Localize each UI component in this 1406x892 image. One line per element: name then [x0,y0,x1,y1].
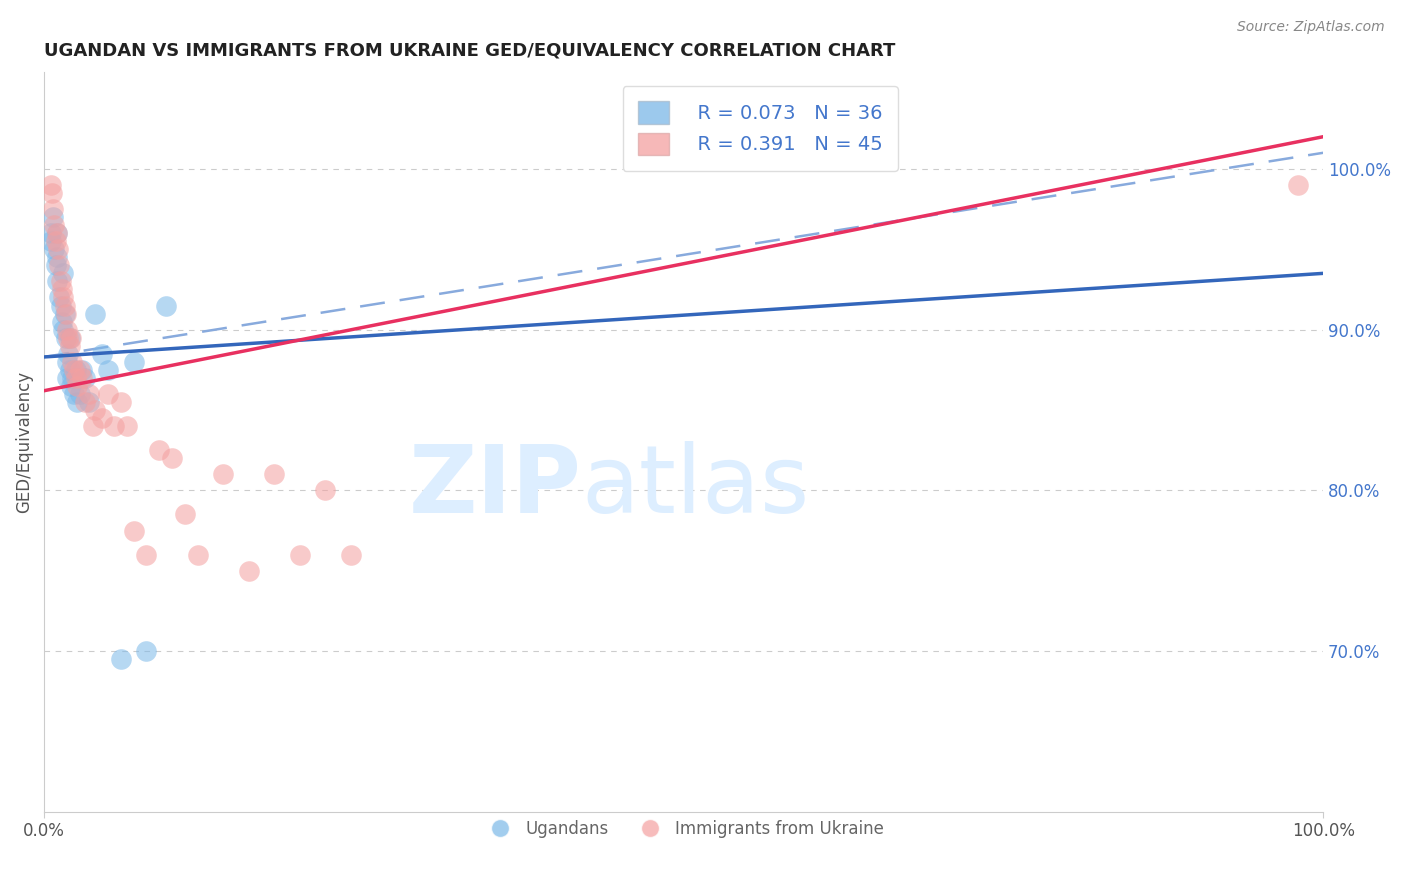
Text: UGANDAN VS IMMIGRANTS FROM UKRAINE GED/EQUIVALENCY CORRELATION CHART: UGANDAN VS IMMIGRANTS FROM UKRAINE GED/E… [44,42,896,60]
Point [49,299,72,313]
Point [55,307,77,321]
Point [66,395,89,409]
Point [60,355,83,369]
Point [53,307,76,321]
Point [110,395,132,409]
Point [263,467,285,482]
Point [77,387,100,401]
Point [51,315,73,329]
Point [90,411,112,425]
Point [48,290,70,304]
Point [97,387,120,401]
Text: ZIP: ZIP [408,441,581,533]
Point [173,508,195,522]
Point [56,323,79,337]
Point [44,242,66,256]
Point [52,290,75,304]
Point [48,258,70,272]
Point [59,331,82,345]
Point [110,652,132,666]
Point [45,258,67,272]
Point [45,234,67,248]
Point [187,548,209,562]
Point [39,234,62,248]
Point [73,395,96,409]
Point [340,548,363,562]
Point [58,331,80,345]
Point [45,274,67,288]
Point [45,226,67,240]
Point [56,355,79,369]
Point [39,178,62,192]
Point [77,395,100,409]
Point [155,299,177,313]
Point [44,218,66,232]
Point [55,331,77,345]
Point [52,266,75,280]
Point [103,419,125,434]
Point [53,299,76,313]
Point [72,363,94,377]
Point [39,226,62,240]
Point [288,548,311,562]
Point [1286,178,1309,192]
Text: atlas: atlas [581,441,810,533]
Point [65,363,87,377]
Point [42,210,65,224]
Point [58,347,80,361]
Point [51,282,73,296]
Point [45,250,67,264]
Point [212,467,235,482]
Point [69,363,91,377]
Point [122,524,145,538]
Point [42,202,65,216]
Point [84,307,107,321]
Point [73,371,96,385]
Point [117,419,139,434]
Point [84,403,107,417]
Legend: Ugandans, Immigrants from Ukraine: Ugandans, Immigrants from Ukraine [477,813,890,844]
Point [65,371,87,385]
Point [72,371,94,385]
Text: Source: ZipAtlas.com: Source: ZipAtlas.com [1237,20,1385,34]
Point [69,387,91,401]
Point [56,371,79,385]
Point [62,363,84,377]
Point [46,242,69,256]
Point [122,355,145,369]
Point [59,339,82,353]
Point [148,443,170,458]
Point [315,483,337,498]
Point [45,226,67,240]
Point [90,347,112,361]
Point [41,186,63,200]
Point [135,644,157,658]
Point [59,379,82,393]
Point [238,564,260,578]
Point [60,371,83,385]
Point [49,274,72,288]
Point [135,548,157,562]
Point [97,363,120,377]
Y-axis label: GED/Equivalency: GED/Equivalency [15,371,32,513]
Point [82,419,104,434]
Point [160,451,183,466]
Point [62,387,84,401]
Point [52,323,75,337]
Point [59,363,82,377]
Point [59,331,82,345]
Point [66,379,89,393]
